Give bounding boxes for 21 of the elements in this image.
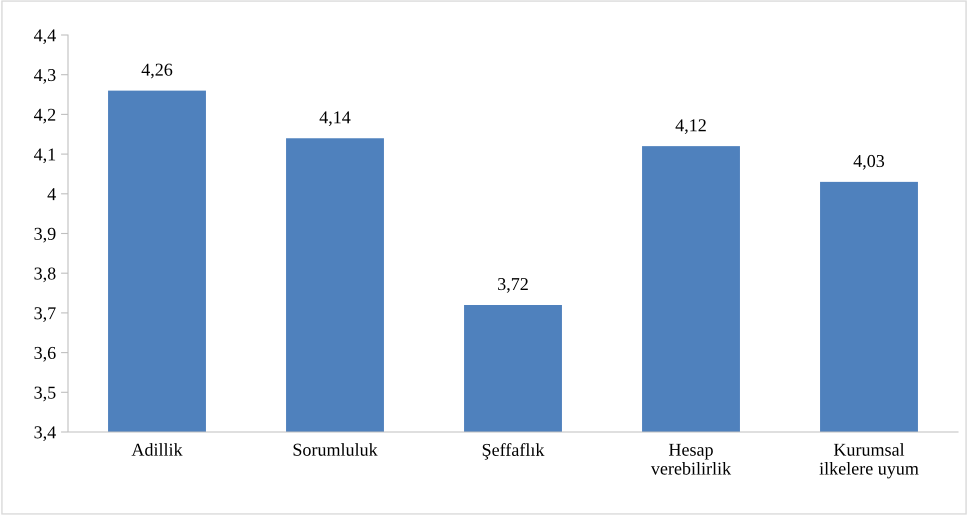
data-label: 4,14 — [320, 111, 351, 126]
data-label: 4,26 — [142, 64, 172, 78]
data-label: 4,03 — [854, 154, 884, 170]
y-tick-label: 3,5 — [34, 386, 56, 402]
y-tick-label: 4,2 — [34, 108, 56, 124]
y-tick-label: 4 — [48, 188, 56, 200]
y-tick-label: 3,9 — [34, 228, 56, 243]
y-tick-label: 3,7 — [34, 307, 56, 322]
data-label: 3,72 — [498, 278, 528, 293]
y-tick-label: 3,8 — [34, 267, 56, 282]
x-tick-label: Sorumluluk — [294, 443, 378, 456]
y-tick-label: 3,4 — [34, 426, 56, 442]
x-tick-label: Şeffaflık — [482, 443, 544, 460]
y-tick-label: 4,1 — [34, 148, 56, 164]
x-tick-label: Hesap verebilirlik — [650, 444, 732, 475]
y-tick-label: 4,3 — [34, 69, 56, 84]
y-tick-label: 3,6 — [34, 346, 56, 362]
y-tick-label: 4,4 — [34, 29, 56, 44]
x-tick-label: Kurumsal ilkelere uyum — [819, 443, 919, 478]
x-tick-label: Adillik — [132, 443, 183, 456]
data-label: 4,12 — [676, 119, 706, 134]
